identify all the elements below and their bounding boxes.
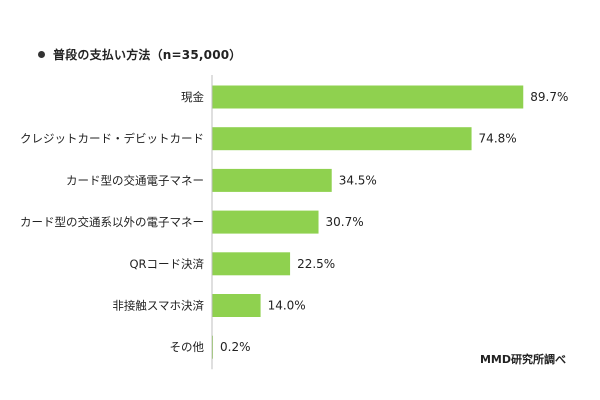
value-label: 22.5% (297, 257, 335, 271)
bar (212, 210, 319, 234)
value-label: 34.5% (339, 173, 377, 187)
category-label: その他 (170, 340, 205, 354)
source-note: MMD研究所調べ (479, 353, 566, 366)
category-label: カード型の交通系以外の電子マネー (20, 215, 204, 229)
category-label: 現金 (181, 90, 204, 104)
category-label: カード型の交通電子マネー (66, 173, 204, 187)
bar (212, 294, 261, 317)
chart-title: 普段の支払い方法（n=35,000） (38, 46, 242, 63)
chart-title-text: 普段の支払い方法（n=35,000） (53, 48, 242, 62)
bar (212, 252, 291, 276)
value-label: 74.8% (479, 132, 517, 146)
bar (212, 127, 472, 151)
bar (212, 85, 524, 109)
category-label: QRコード決済 (129, 257, 204, 271)
bar (212, 168, 332, 192)
value-label: 89.7% (530, 90, 568, 104)
value-label: 14.0% (268, 299, 306, 313)
bars-layer: 現金 89.7% クレジットカード・デビットカード 74.8% カード型の交通電子マネー… (20, 85, 568, 359)
value-label: 30.7% (326, 215, 364, 229)
title-bullet-icon (38, 51, 45, 58)
category-label: 非接触スマホ決済 (112, 299, 204, 313)
category-label: クレジットカード・デビットカード (20, 132, 204, 146)
value-label: 0.2% (220, 340, 251, 354)
